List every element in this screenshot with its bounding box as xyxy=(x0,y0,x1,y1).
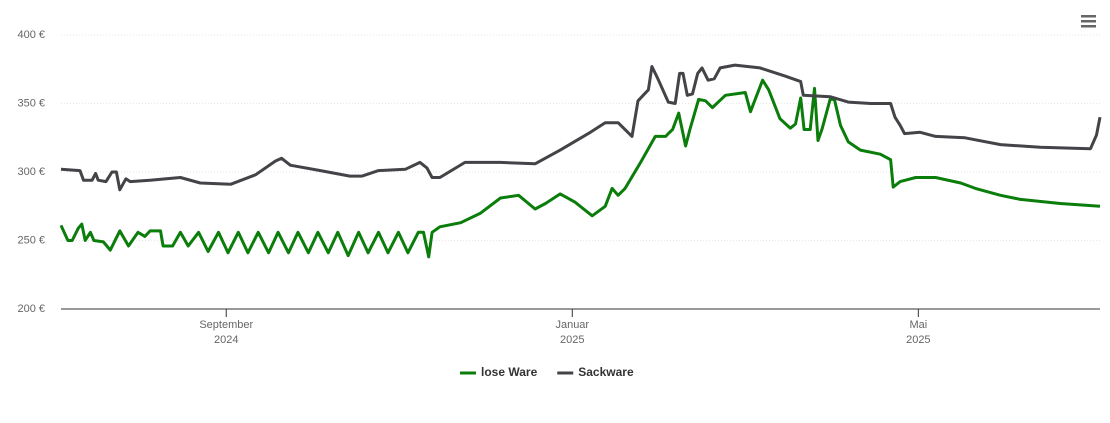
y-tick-label: 350 € xyxy=(17,97,45,109)
series-line xyxy=(59,78,1101,259)
menu-icon[interactable] xyxy=(1081,15,1096,28)
series-line xyxy=(60,63,1102,192)
menu-bar xyxy=(1081,25,1096,28)
x-tick-sublabel: 2024 xyxy=(214,334,238,346)
y-tick-label: 400 € xyxy=(17,29,45,41)
x-tick-label: September xyxy=(199,319,253,331)
y-tick-label: 300 € xyxy=(17,166,45,178)
x-tick-sublabel: 2025 xyxy=(906,334,930,346)
x-tick-label: Mai xyxy=(909,319,927,331)
legend-item[interactable]: Sackware xyxy=(557,365,634,379)
legend-label: lose Ware xyxy=(481,365,538,379)
y-tick-label: 200 € xyxy=(17,303,45,315)
legend-item[interactable]: lose Ware xyxy=(460,365,538,379)
legend-label: Sackware xyxy=(578,365,634,379)
y-tick-label: 250 € xyxy=(17,234,45,246)
x-tick-label: Januar xyxy=(555,319,589,331)
menu-bar xyxy=(1081,20,1096,23)
menu-bar xyxy=(1081,15,1096,18)
x-tick-sublabel: 2025 xyxy=(560,334,584,346)
legend: lose Ware Sackware xyxy=(460,365,634,379)
